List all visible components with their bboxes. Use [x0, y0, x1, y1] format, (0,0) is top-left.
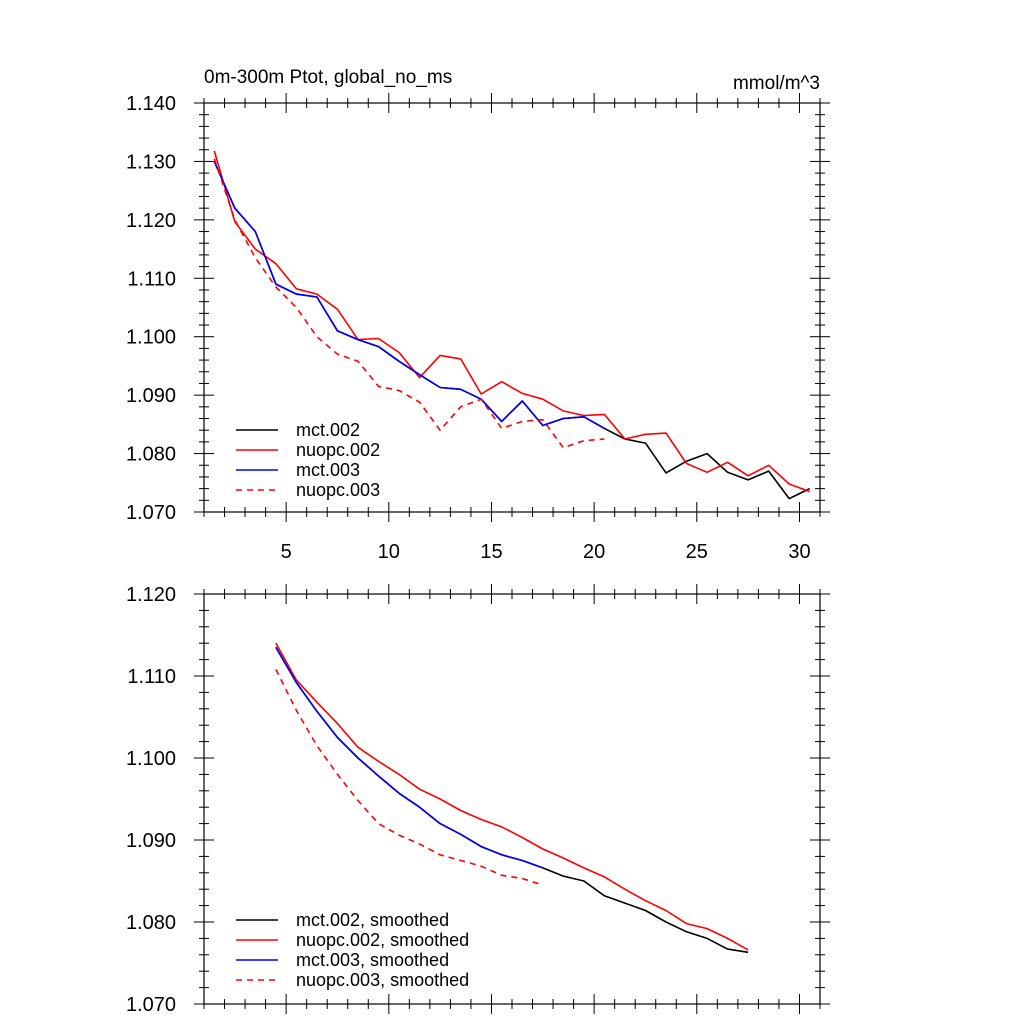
y-tick-label: 1.090 [126, 385, 176, 407]
y-tick-label: 1.120 [126, 210, 176, 232]
legend-label: nuopc.002, smoothed [296, 930, 469, 950]
y-tick-label: 1.100 [126, 327, 176, 349]
y-tick-label: 1.070 [126, 994, 176, 1016]
y-tick-label: 1.100 [126, 748, 176, 770]
y-tick-label: 1.070 [126, 502, 176, 524]
series-line [275, 642, 749, 951]
series-line [275, 646, 544, 869]
series-line [275, 669, 544, 886]
y-tick-label: 1.080 [126, 444, 176, 466]
y-tick-label: 1.120 [126, 584, 176, 606]
chart-title: 0m-300m Ptot, global_no_ms [204, 67, 452, 88]
series-line [275, 646, 749, 954]
x-tick-label: 25 [686, 541, 708, 563]
legend-label: mct.002, smoothed [296, 910, 449, 930]
legend-label: mct.003 [296, 460, 360, 480]
legend-label: mct.002 [296, 420, 360, 440]
x-tick-label: 15 [480, 541, 502, 563]
x-tick-label: 5 [281, 541, 292, 563]
legend-label: mct.003, smoothed [296, 950, 449, 970]
y-tick-label: 1.130 [126, 151, 176, 173]
series-line [213, 150, 810, 493]
y-tick-label: 1.080 [126, 912, 176, 934]
x-tick-label: 20 [583, 541, 605, 563]
legend-label: nuopc.003, smoothed [296, 970, 469, 990]
legend-label: nuopc.003 [296, 480, 380, 500]
units-label: mmol/m^3 [733, 73, 820, 94]
x-tick-label: 30 [788, 541, 810, 563]
y-tick-label: 1.110 [127, 268, 176, 290]
series-line [213, 158, 605, 449]
legend-label: nuopc.002 [296, 440, 380, 460]
y-tick-label: 1.110 [127, 666, 176, 688]
y-tick-label: 1.140 [126, 93, 176, 115]
top-panel: 5 10 15 20 25 30 1.070 1.080 1.090 1.100 1.110 1.12… [126, 67, 830, 563]
bottom-panel: 1.070 1.080 1.090 1.100 1.110 1.120 mct.002, s… [126, 584, 830, 1016]
series-line [213, 161, 605, 430]
y-tick-label: 1.090 [126, 830, 176, 852]
x-tick-label: 10 [378, 541, 400, 563]
